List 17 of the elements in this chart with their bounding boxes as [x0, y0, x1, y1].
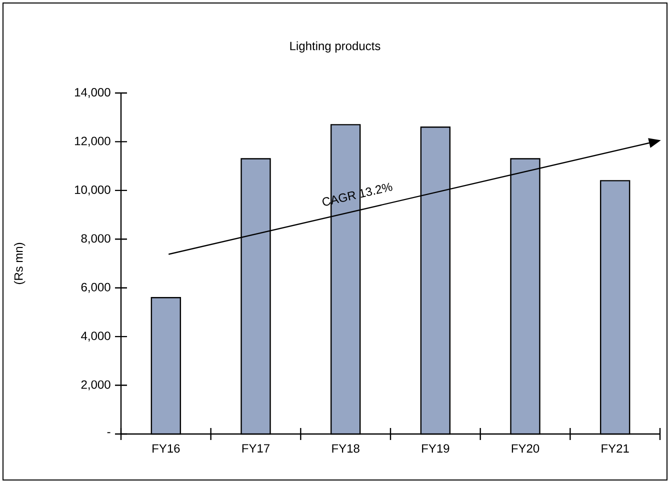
y-tick-label: 4,000	[81, 332, 110, 342]
y-tick-label: 14,000	[75, 88, 110, 98]
annotation: CAGR 13.2%	[322, 182, 392, 206]
x-tick-label: FY17	[242, 444, 270, 452]
y-tick-label: 2,000	[81, 380, 110, 390]
y-axis-title: (Rs mn)	[14, 242, 26, 284]
y-tick-label: -	[107, 432, 110, 434]
y-tick-label: 10,000	[75, 185, 110, 196]
x-tick-label: FY20	[512, 444, 540, 453]
y-tick-label: 12,000	[75, 136, 110, 147]
x-tick-label: FY21	[602, 444, 629, 453]
x-tick-label: FY19	[422, 444, 450, 453]
chart-title: Lighting products	[290, 41, 380, 53]
y-tick-label: 6,000	[81, 282, 110, 293]
x-tick-label: FY16	[152, 444, 180, 453]
y-tick-label: 8,000	[81, 234, 110, 244]
x-tick-label: FY18	[332, 444, 360, 453]
